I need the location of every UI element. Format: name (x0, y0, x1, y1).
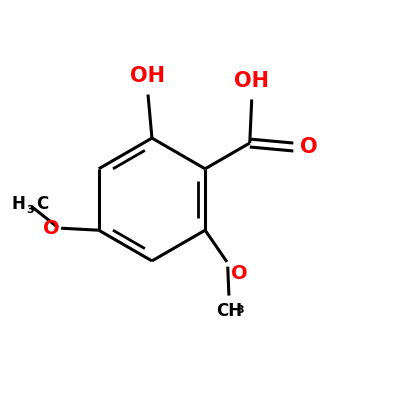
Text: 3: 3 (236, 306, 244, 316)
Text: OH: OH (130, 66, 166, 86)
Text: 3: 3 (27, 205, 34, 215)
Text: O: O (231, 264, 247, 283)
Text: O: O (43, 219, 59, 238)
Text: O: O (300, 137, 318, 157)
Text: OH: OH (234, 71, 269, 91)
Text: CH: CH (216, 302, 242, 320)
Text: C: C (36, 195, 48, 213)
Text: H: H (12, 195, 26, 213)
